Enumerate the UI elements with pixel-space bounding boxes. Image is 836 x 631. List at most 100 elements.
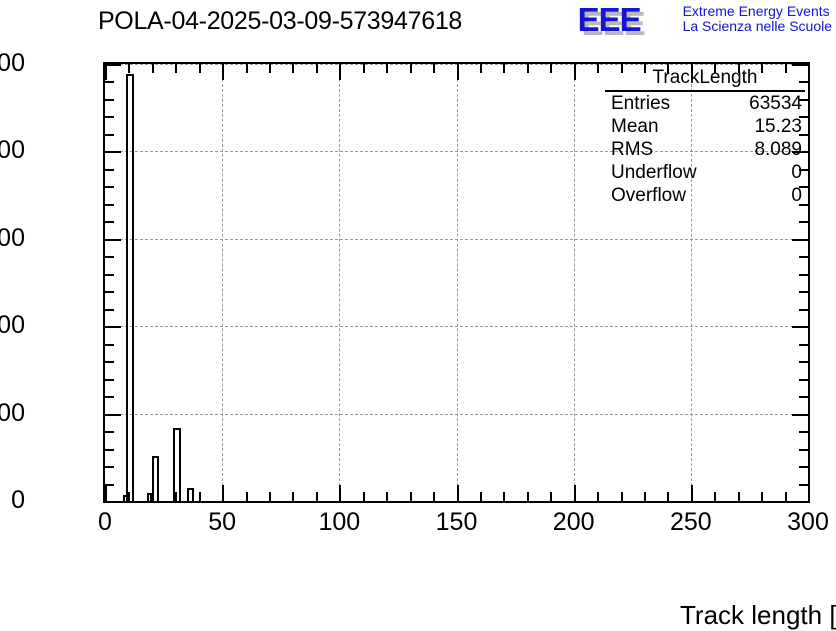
x-axis-title: Track length [cm]: [680, 600, 836, 630]
eee-logo-line1: Extreme Energy Events: [682, 3, 830, 19]
x-axis-major-tick-top: [573, 64, 576, 80]
x-axis-major-tick: [222, 485, 225, 501]
histogram-bar: [172, 428, 182, 501]
y-axis-minor-tick: [105, 378, 114, 381]
y-axis-minor-tick-right: [799, 448, 808, 451]
y-axis-tick-label: 30000: [0, 223, 25, 252]
x-axis-minor-tick-top: [198, 64, 201, 73]
x-axis-minor-tick-top: [269, 64, 272, 73]
y-axis-minor-tick-right: [799, 133, 808, 136]
x-axis-major-tick-top: [105, 64, 107, 80]
stats-row-value: 63534: [749, 93, 802, 114]
x-axis-major-tick: [456, 485, 459, 501]
y-axis-minor-tick-right: [799, 291, 808, 294]
eee-logo-words: Extreme Energy Events La Scienza nelle S…: [683, 4, 832, 34]
x-axis-tick-label: 50: [208, 508, 237, 536]
histogram-bar: [126, 73, 135, 501]
x-axis-tick-label: 300: [787, 508, 829, 536]
y-axis-minor-tick-right: [799, 483, 808, 486]
y-axis-minor-tick-right: [799, 116, 808, 119]
eee-logo-mark: EEE EEE: [578, 3, 676, 40]
x-axis-minor-tick: [714, 492, 717, 501]
stats-row-value: 8.089: [754, 139, 802, 160]
y-axis-minor-tick: [105, 133, 114, 136]
x-axis-tick-label: 0: [98, 508, 112, 536]
x-axis-minor-tick-top: [292, 64, 295, 73]
stats-row-value: 0: [791, 162, 802, 183]
x-axis-minor-tick: [175, 492, 178, 501]
eee-logo-line2: La Scienza nelle Scuole: [682, 18, 832, 34]
x-axis-minor-tick: [761, 492, 764, 501]
plot-area: [105, 64, 808, 501]
x-axis-minor-tick: [245, 492, 248, 501]
stats-row-label: Mean: [611, 116, 659, 137]
x-axis-minor-tick-top: [737, 64, 740, 73]
x-axis-minor-tick: [550, 492, 553, 501]
y-axis-minor-tick-right: [799, 203, 808, 206]
x-axis-minor-tick: [269, 492, 272, 501]
y-axis-major-tick: [105, 238, 121, 241]
x-axis-minor-tick: [737, 492, 740, 501]
y-axis-tick-label: 50000: [0, 49, 25, 77]
x-axis-minor-tick: [362, 492, 365, 501]
y-axis-tick-label: 40000: [0, 136, 25, 165]
x-axis-minor-tick-top: [620, 64, 623, 73]
y-axis-minor-tick: [105, 116, 114, 119]
x-axis-tick-label: 250: [669, 508, 712, 536]
x-axis-minor-tick: [526, 492, 529, 501]
eee-logo: EEE EEE Extreme Energy Events La Scienza…: [578, 2, 832, 40]
x-axis-minor-tick-top: [128, 64, 131, 73]
y-axis-minor-tick: [105, 221, 114, 224]
x-axis-minor-tick-top: [550, 64, 553, 73]
y-axis-minor-tick: [105, 273, 114, 276]
y-axis-minor-tick: [105, 448, 114, 451]
x-axis-minor-tick: [198, 492, 201, 501]
y-axis-minor-tick: [105, 466, 114, 469]
x-axis-major-tick: [690, 485, 693, 501]
grid-line-vertical: [222, 64, 224, 501]
stats-row-label: RMS: [611, 139, 654, 160]
y-axis-minor-tick-right: [799, 431, 808, 434]
x-axis-tick-label: 150: [435, 508, 478, 536]
x-axis-minor-tick: [315, 492, 318, 501]
x-axis-minor-tick-top: [667, 64, 670, 73]
grid-line-vertical: [339, 64, 341, 501]
y-axis-minor-tick-right: [799, 186, 808, 189]
x-axis-minor-tick: [597, 492, 600, 501]
x-axis-major-tick: [573, 485, 576, 501]
histogram-bar: [187, 487, 195, 501]
y-axis-minor-tick: [105, 396, 114, 399]
stats-box: TrackLength Entries 63534 Mean 15.23 RMS 8.08…: [605, 66, 805, 207]
x-axis-minor-tick: [409, 492, 412, 501]
x-axis-minor-tick: [292, 492, 295, 501]
y-axis-tick-label: 0: [11, 486, 25, 514]
y-axis-minor-tick: [105, 256, 114, 259]
x-axis-minor-tick-top: [526, 64, 529, 73]
y-axis-minor-tick: [105, 168, 114, 171]
y-axis-major-tick: [105, 413, 121, 416]
x-axis-minor-tick-top: [409, 64, 412, 73]
y-axis-minor-tick: [105, 343, 114, 346]
histogram-bar: [122, 494, 130, 501]
y-axis-major-tick: [105, 64, 121, 66]
x-axis-minor-tick: [479, 492, 482, 501]
histogram-bar: [147, 493, 152, 501]
y-axis-minor-tick-right: [799, 361, 808, 364]
y-axis-minor-tick: [105, 203, 114, 206]
x-axis-major-tick: [339, 485, 342, 501]
y-axis-minor-tick: [105, 98, 114, 101]
x-axis-minor-tick-top: [245, 64, 248, 73]
grid-line-vertical: [456, 64, 458, 501]
y-axis-minor-tick-right: [799, 343, 808, 346]
y-axis-major-tick-right: [792, 64, 808, 66]
x-axis-minor-tick: [784, 492, 787, 501]
stats-row-label: Overflow: [611, 185, 686, 206]
grid-line-vertical: [573, 64, 575, 501]
x-axis-major-tick-top: [222, 64, 225, 80]
y-axis-minor-tick: [105, 483, 114, 486]
x-axis-minor-tick-top: [362, 64, 365, 73]
x-axis-major-tick-top: [690, 64, 693, 80]
y-axis-major-tick: [105, 151, 121, 154]
y-axis-minor-tick-right: [799, 378, 808, 381]
y-axis-minor-tick: [105, 291, 114, 294]
